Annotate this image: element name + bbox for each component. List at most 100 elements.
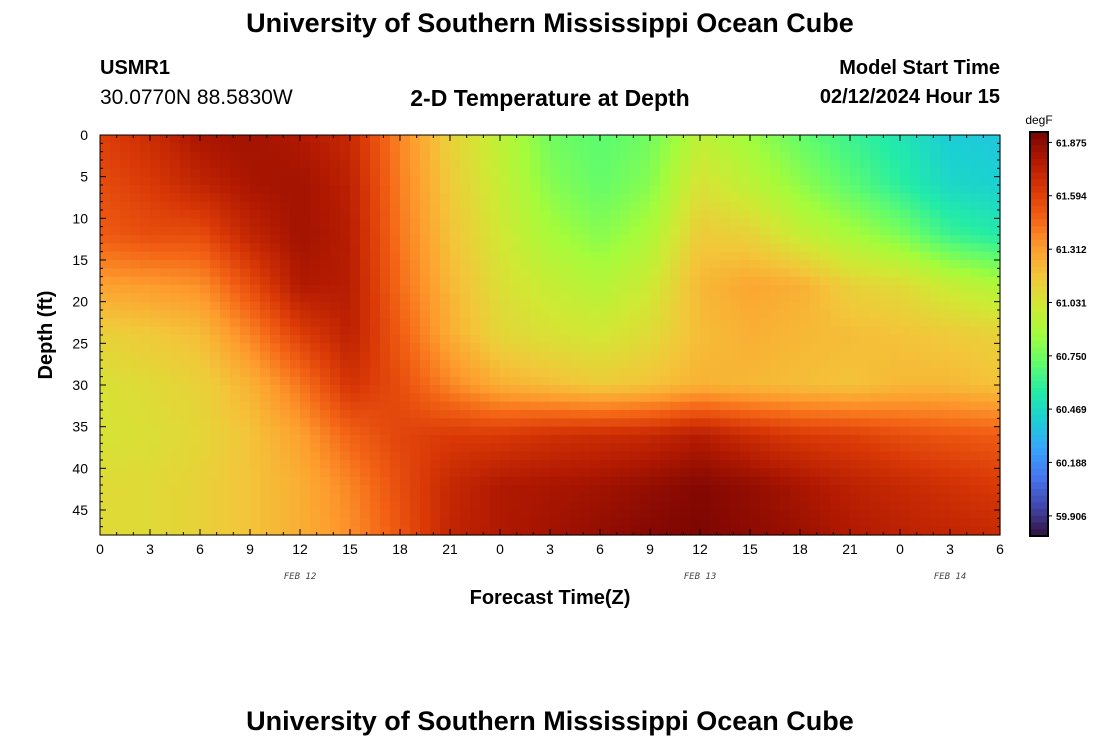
heatmap-cell [700,276,711,286]
heatmap-cell [100,285,111,294]
heatmap-cell [210,376,221,386]
heatmap-cell [400,243,411,253]
heatmap-cell [180,426,191,436]
heatmap-cell [660,226,671,236]
heatmap-cell [420,235,431,244]
heatmap-cell [630,160,641,169]
heatmap-cell [610,443,621,453]
heatmap-cell [770,451,781,461]
heatmap-cell [540,176,551,186]
heatmap-cell [710,460,721,469]
heatmap-cell [260,376,271,386]
heatmap-cell [310,235,321,244]
heatmap-cell [210,526,221,536]
heatmap-cell [430,360,441,369]
heatmap-cell [890,251,901,261]
heatmap-cell [430,268,441,278]
heatmap-cell [490,443,501,453]
heatmap-cell [630,501,641,511]
heatmap-cell [810,226,821,236]
heatmap-cell [270,276,281,286]
heatmap-cell [660,510,671,519]
heatmap-cell [500,301,511,311]
heatmap-cell [620,310,631,319]
heatmap-cell [930,485,941,494]
heatmap-cell [520,418,531,428]
heatmap-cell [150,276,161,286]
heatmap-cell [990,468,1001,478]
heatmap-cell [550,310,561,319]
heatmap-cell [870,218,881,228]
heatmap-cell [810,426,821,436]
heatmap-cell [130,493,141,503]
heatmap-cell [680,135,691,144]
heatmap-cell [630,135,641,144]
heatmap-cell [910,310,921,319]
heatmap-cell [260,335,271,344]
heatmap-cell [710,185,721,194]
heatmap-cell [820,243,831,253]
heatmap-cell [810,410,821,419]
heatmap-cell [480,485,491,494]
heatmap-cell [170,485,181,494]
heatmap-cell [410,393,421,403]
heatmap-cell [880,510,891,519]
heatmap-cell [950,260,961,269]
heatmap-cell [440,510,451,519]
heatmap-cell [480,526,491,536]
heatmap-cell [190,301,201,311]
heatmap-cell [860,360,871,369]
heatmap-cell [130,226,141,236]
heatmap-cell [100,493,111,503]
heatmap-cell [650,368,661,378]
heatmap-cell [960,193,971,203]
heatmap-cell [660,493,671,503]
heatmap-cell [640,368,651,378]
heatmap-cell [750,385,761,394]
heatmap-cell [290,485,301,494]
heatmap-cell [140,176,151,186]
heatmap-cell [330,218,341,228]
heatmap-cell [680,343,691,353]
heatmap-cell [980,401,991,411]
heatmap-cell [670,376,681,386]
heatmap-cell [420,176,431,186]
heatmap-cell [660,160,671,169]
heatmap-cell [850,268,861,278]
heatmap-cell [380,268,391,278]
heatmap-cell [190,493,201,503]
heatmap-cell [590,301,601,311]
heatmap-cell [270,160,281,169]
heatmap-cell [390,501,401,511]
heatmap-cell [710,268,721,278]
heatmap-cell [110,151,121,161]
heatmap-cell [400,176,411,186]
heatmap-cell [550,260,561,269]
heatmap-cell [870,418,881,428]
heatmap-cell [410,151,421,161]
heatmap-cell [280,260,291,269]
heatmap-cell [830,176,841,186]
heatmap-cell [680,435,691,444]
heatmap-cell [830,218,841,228]
heatmap-cell [660,368,671,378]
heatmap-cell [320,393,331,403]
heatmap-cell [710,501,721,511]
heatmap-cell [650,485,661,494]
heatmap-cell [630,368,641,378]
heatmap-cell [180,243,191,253]
heatmap-cell [690,318,701,328]
heatmap-cell [810,168,821,178]
colorbar-tick-label: 60.469 [1056,405,1087,416]
heatmap-cell [280,418,291,428]
heatmap-cell [460,185,471,194]
heatmap-cell [890,501,901,511]
heatmap-cell [210,201,221,211]
heatmap-cell [810,485,821,494]
colorbar-tick-label: 61.594 [1056,192,1087,203]
heatmap-cell [530,310,541,319]
heatmap-cell [620,193,631,203]
heatmap-cell [240,343,251,353]
heatmap-cell [600,376,611,386]
heatmap-cell [370,243,381,253]
